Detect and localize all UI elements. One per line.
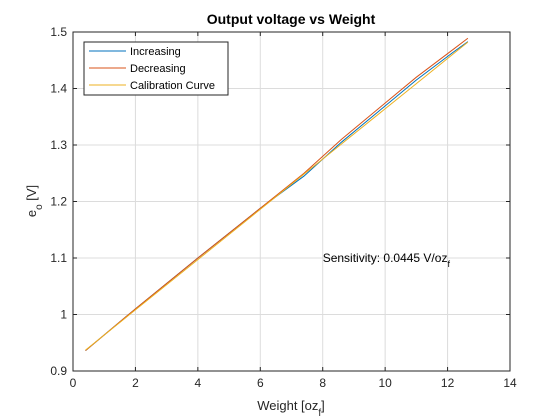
x-tick-label: 8	[319, 376, 326, 390]
x-tick-label: 4	[195, 376, 202, 390]
series-lines	[85, 37, 469, 352]
y-tick-label: 1.3	[50, 138, 67, 152]
y-tick-label: 1.4	[50, 82, 67, 96]
x-tick-label: 0	[70, 376, 77, 390]
legend-label-calibration: Calibration Curve	[130, 80, 215, 92]
series-line-calibration-curve	[85, 41, 469, 351]
grid	[73, 32, 510, 371]
x-tick-label: 6	[257, 376, 264, 390]
sensitivity-annotation: Sensitivity: 0.0445 V/ozf	[323, 251, 451, 269]
chart-title: Output voltage vs Weight	[207, 11, 376, 27]
series-line-decreasing	[85, 37, 469, 352]
x-tick-label: 2	[132, 376, 139, 390]
legend-label-decreasing: Decreasing	[130, 63, 186, 75]
x-tick-label: 14	[503, 376, 517, 390]
y-axis-label: eo [V]	[24, 185, 45, 217]
y-tick-label: 1.2	[50, 195, 67, 209]
y-tick-label: 1	[60, 308, 67, 322]
legend-label-increasing: Increasing	[130, 46, 181, 58]
x-axis-label: Weight [ozf]	[257, 398, 325, 419]
x-tick-label: 12	[441, 376, 455, 390]
y-tick-label: 1.5	[50, 25, 67, 39]
legend: Increasing Decreasing Calibration Curve	[83, 41, 229, 96]
y-tick-label: 0.9	[50, 364, 67, 378]
y-tick-label: 1.1	[50, 251, 67, 265]
x-tick-label: 10	[378, 376, 392, 390]
ticks: 0 2 4 6 8 10 12 14 0.9 1 1.1 1.2 1.3 1.4 1.5	[50, 25, 517, 390]
